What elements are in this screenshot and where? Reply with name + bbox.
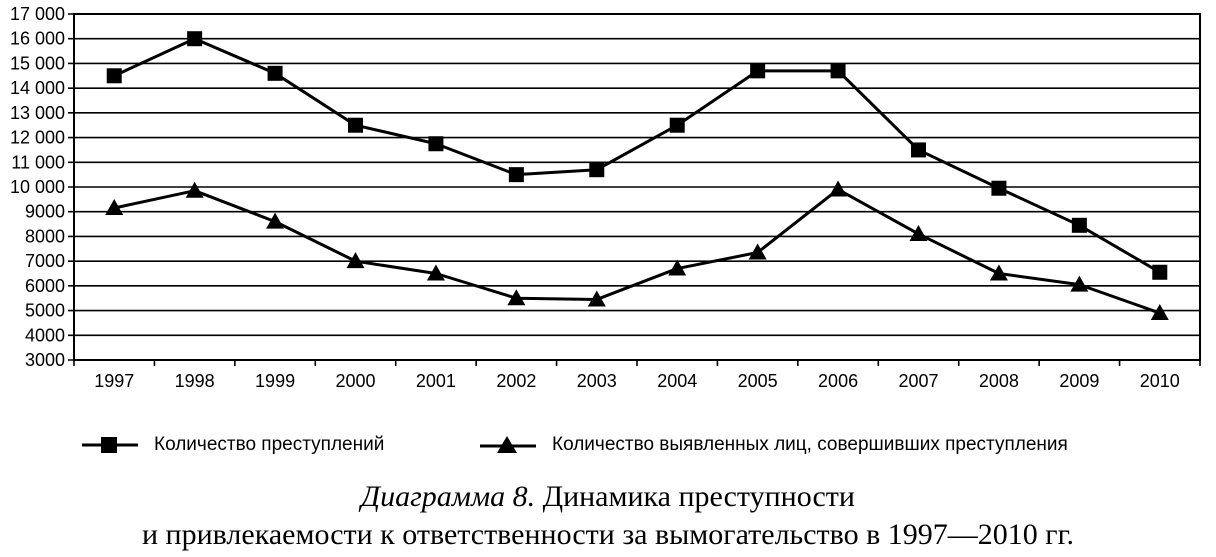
y-tick-label: 4000 xyxy=(25,325,65,345)
y-tick-label: 5000 xyxy=(25,301,65,321)
data-point-square xyxy=(106,68,122,84)
data-point-square xyxy=(830,63,846,79)
x-tick-label: 1999 xyxy=(255,371,295,391)
data-point-triangle xyxy=(587,290,606,307)
x-tick-label: 1997 xyxy=(94,371,134,391)
data-point-square xyxy=(750,63,766,79)
y-tick-label: 10 000 xyxy=(10,177,65,197)
data-point-triangle xyxy=(909,224,928,241)
legend-label-crimes: Количество преступлений xyxy=(154,434,385,455)
y-tick-label: 16 000 xyxy=(10,29,65,49)
data-point-square xyxy=(911,142,926,158)
caption-line-2: и привлекаемости к ответственности за вы… xyxy=(142,518,1074,551)
figure-caption: Диаграмма 8. Динамика преступности и при… xyxy=(0,478,1216,554)
y-tick-label: 8000 xyxy=(25,226,65,246)
x-tick-label: 2003 xyxy=(577,371,617,391)
data-point-triangle xyxy=(426,264,445,281)
y-tick-label: 13 000 xyxy=(10,103,65,123)
data-point-triangle xyxy=(989,264,1008,281)
y-tick-label: 15 000 xyxy=(10,53,65,73)
data-point-square xyxy=(589,162,605,178)
x-tick-label: 2001 xyxy=(416,371,456,391)
data-point-square xyxy=(1071,217,1087,233)
series-line-1 xyxy=(113,37,1161,274)
data-point-square xyxy=(348,117,363,133)
data-point-square xyxy=(267,65,283,81)
x-tick-label: 1998 xyxy=(175,371,215,391)
legend: Количество преступлений Количество выявл… xyxy=(0,425,1216,465)
legend-item-persons: Количество выявленных лиц, совершивших п… xyxy=(478,425,1068,465)
y-tick-label: 6000 xyxy=(25,276,65,296)
y-tick-label: 12 000 xyxy=(10,128,65,148)
legend-label-persons: Количество выявленных лиц, совершивших п… xyxy=(552,434,1068,455)
series-line-2 xyxy=(113,187,1161,315)
y-tick-label: 3000 xyxy=(25,350,65,370)
x-tick-label: 2004 xyxy=(657,371,697,391)
data-point-triangle xyxy=(346,252,365,269)
legend-square-marker-icon xyxy=(82,437,138,453)
legend-item-crimes: Количество преступлений xyxy=(80,425,384,465)
y-tick-label: 14 000 xyxy=(10,78,65,98)
data-point-triangle xyxy=(748,243,767,260)
x-tick-label: 2006 xyxy=(818,371,858,391)
caption-number: Диаграмма 8. xyxy=(361,480,536,513)
caption-title: Динамика преступности xyxy=(542,480,855,513)
data-point-square xyxy=(991,180,1007,196)
data-point-triangle xyxy=(507,289,526,306)
data-point-square xyxy=(428,136,444,152)
data-point-triangle xyxy=(1150,304,1169,321)
x-tick-label: 2010 xyxy=(1140,371,1180,391)
y-tick-label: 17 000 xyxy=(10,4,65,24)
y-tick-label: 7000 xyxy=(25,251,65,271)
data-point-triangle xyxy=(266,212,285,229)
x-tick-label: 2009 xyxy=(1059,371,1099,391)
x-tick-label: 2000 xyxy=(335,371,375,391)
y-tick-label: 9000 xyxy=(25,202,65,222)
data-point-triangle xyxy=(105,199,124,216)
y-tick-label: 11 000 xyxy=(11,152,65,172)
data-point-triangle xyxy=(829,180,848,197)
data-point-square xyxy=(669,117,685,133)
line-chart: 3000 4000 5000 6000 7000 8000 9000 10 000 11 000… xyxy=(10,4,1201,391)
x-tick-label: 2007 xyxy=(898,371,938,391)
x-tick-label: 2002 xyxy=(496,371,536,391)
caption-line-1: Диаграмма 8. Динамика преступности xyxy=(0,478,1216,516)
data-point-triangle xyxy=(668,259,687,276)
data-point-square xyxy=(1152,264,1168,280)
data-point-square xyxy=(508,167,524,183)
data-point-triangle xyxy=(1070,275,1089,292)
legend-triangle-marker-icon xyxy=(480,436,536,453)
data-point-square xyxy=(187,31,203,47)
data-point-triangle xyxy=(185,181,204,198)
x-tick-label: 2005 xyxy=(738,371,778,391)
x-tick-label: 2008 xyxy=(979,371,1019,391)
